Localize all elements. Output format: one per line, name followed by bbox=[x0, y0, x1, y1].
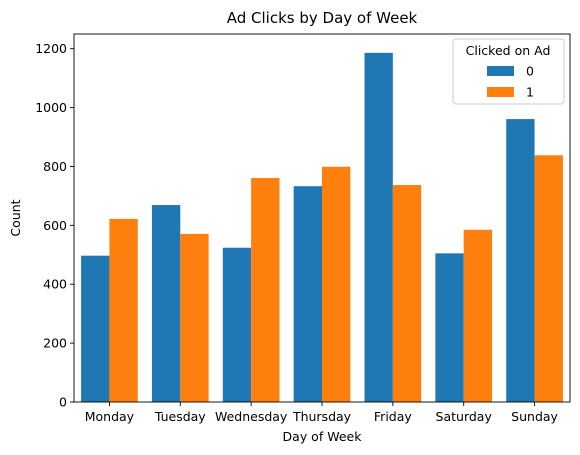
bar-monday-series-1 bbox=[109, 218, 138, 402]
x-tick-label: Tuesday bbox=[154, 409, 206, 424]
bar-thursday-series-1 bbox=[322, 166, 351, 402]
x-axis-label: Day of Week bbox=[283, 429, 363, 444]
bar-sunday-series-1 bbox=[534, 155, 563, 402]
bars-group bbox=[81, 52, 563, 403]
legend-label-series-1: 1 bbox=[526, 85, 534, 100]
y-tick-label: 1200 bbox=[35, 41, 67, 56]
chart-title: Ad Clicks by Day of Week bbox=[227, 9, 418, 27]
x-tick-label: Friday bbox=[374, 409, 412, 424]
x-tick-label: Monday bbox=[85, 409, 135, 424]
y-tick-label: 0 bbox=[59, 395, 67, 410]
legend-items: 01 bbox=[487, 64, 534, 100]
bar-friday-series-1 bbox=[392, 185, 422, 402]
y-tick-label: 1000 bbox=[35, 100, 67, 115]
legend-title: Clicked on Ad bbox=[466, 43, 551, 58]
bar-thursday-series-0 bbox=[293, 186, 322, 402]
bar-sunday-series-0 bbox=[506, 119, 535, 402]
x-tick-label: Thursday bbox=[292, 409, 352, 424]
bar-friday-series-0 bbox=[364, 52, 393, 403]
bar-tuesday-series-0 bbox=[151, 205, 181, 402]
y-tick-label: 800 bbox=[43, 159, 67, 174]
y-tick-label: 200 bbox=[43, 336, 67, 351]
x-tick-label: Saturday bbox=[436, 409, 493, 424]
legend-label-series-0: 0 bbox=[526, 64, 534, 79]
legend-swatch-series-0 bbox=[487, 66, 514, 76]
bar-saturday-series-1 bbox=[463, 229, 493, 402]
plot-area bbox=[73, 33, 571, 403]
bar-wednesday-series-0 bbox=[222, 247, 252, 402]
y-tick-label: 400 bbox=[43, 277, 67, 292]
x-tick-label: Sunday bbox=[511, 409, 558, 424]
x-tick-label: Wednesday bbox=[215, 409, 288, 424]
bar-monday-series-0 bbox=[81, 255, 110, 402]
y-axis: 0 200 400 600 800 1000 1200 bbox=[35, 41, 74, 410]
legend-swatch-series-1 bbox=[487, 87, 514, 97]
bar-saturday-series-0 bbox=[435, 253, 464, 402]
x-axis: Monday Tuesday Wednesday Thursday Friday Satu… bbox=[85, 402, 559, 424]
y-axis-label: Count bbox=[8, 199, 23, 236]
bar-tuesday-series-1 bbox=[180, 233, 209, 402]
legend: Clicked on Ad 01 bbox=[452, 38, 565, 105]
y-tick-label: 600 bbox=[43, 218, 67, 233]
bar-wednesday-series-1 bbox=[251, 177, 280, 402]
